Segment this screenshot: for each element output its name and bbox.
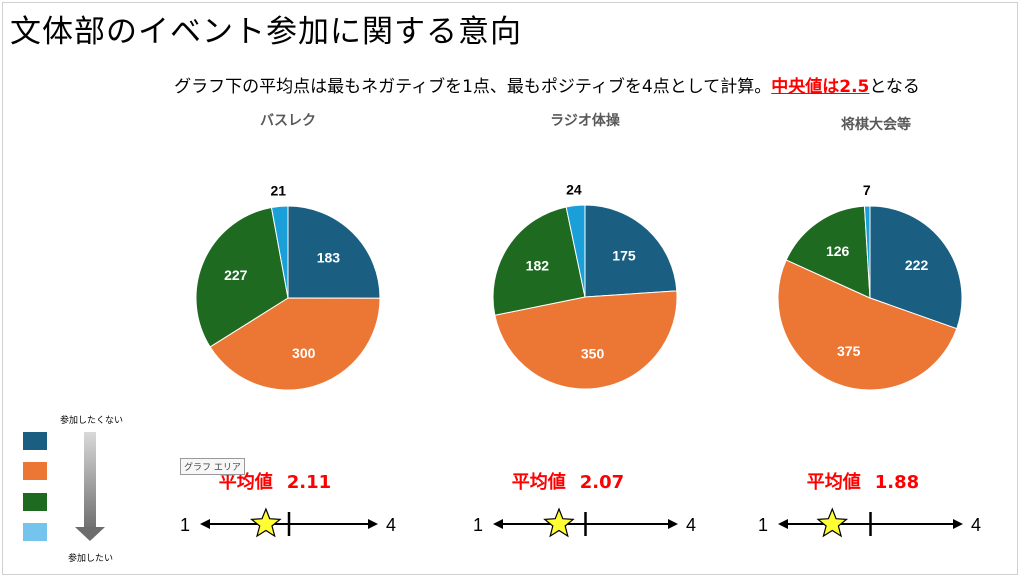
average-label-1: 平均値	[218, 472, 273, 493]
pie-1-slice-2	[209, 297, 381, 391]
pie-2-slice-2	[494, 290, 678, 390]
subtitle-highlight: 中央値は2.5	[771, 77, 870, 97]
chart-area-tooltip: グラフ エリア	[180, 458, 245, 475]
legend-swatch-3	[23, 493, 47, 511]
scale-1-left-arrow-icon	[200, 519, 210, 529]
legend-bottom-label: 参加したい	[68, 554, 114, 564]
pie-3-slice-4	[863, 205, 871, 299]
scale-2-max-label: 4	[686, 515, 696, 535]
average-label-2: 平均値	[511, 472, 566, 493]
chart-title-1: バスレク	[260, 113, 316, 129]
chart-title-3: 将棋大会等	[841, 117, 911, 133]
legend-arrow-shaft	[84, 432, 96, 528]
scale-2-right-arrow-icon	[668, 519, 678, 529]
average-3: 平均値 1.88	[783, 468, 943, 494]
average-2: 平均値 2.07	[488, 468, 648, 494]
scale-2-average-star-icon	[543, 507, 575, 538]
average-value-2: 2.07	[579, 472, 625, 493]
scale-3-right-arrow-icon	[953, 519, 963, 529]
average-1: 平均値 2.11	[195, 468, 355, 494]
scale-1-min-label: 1	[180, 515, 190, 535]
legend-swatch-1	[23, 432, 47, 450]
pie-2-data-label-4: 24	[566, 182, 582, 198]
pie-2-slice-1	[584, 204, 678, 298]
average-value-1: 2.11	[286, 472, 332, 493]
scale-1-max-label: 4	[386, 515, 396, 535]
scale-1-right-arrow-icon	[368, 519, 378, 529]
pie-3-data-label-1: 222	[905, 257, 929, 273]
scale-1-average-star-icon	[250, 507, 282, 538]
pie-1-data-label-2: 300	[292, 345, 316, 361]
pie-1-data-label-3: 227	[224, 267, 248, 283]
scale-3-left-arrow-icon	[778, 519, 788, 529]
pie-3-data-label-4: 7	[863, 182, 871, 198]
subtitle-text: グラフ下の平均点は最もネガティブを1点、最もポジティブを4点として計算。	[174, 77, 772, 97]
scale-3-max-label: 4	[971, 515, 981, 535]
scale-2-min-label: 1	[473, 515, 483, 535]
legend-top-label: 参加したくない	[60, 416, 124, 426]
pie-3-slice-1	[869, 205, 963, 330]
pie-3-data-label-3: 126	[826, 243, 850, 259]
chart-title-2: ラジオ体操	[550, 113, 620, 129]
legend-arrow-down-icon	[75, 527, 105, 541]
average-value-3: 1.88	[874, 472, 920, 493]
subtitle: グラフ下の平均点は最もネガティブを1点、最もポジティブを4点として計算。中央値は…	[0, 72, 1024, 97]
pie-1-data-label-4: 21	[270, 182, 286, 198]
legend-swatch-4	[23, 523, 47, 541]
scale-3-average-star-icon	[816, 507, 849, 538]
pie-1-data-label-1: 183	[317, 250, 341, 266]
legend-swatch-2	[23, 462, 47, 480]
pie-2-data-label-2: 350	[581, 346, 605, 362]
average-label-3: 平均値	[806, 472, 861, 493]
page-title: 文体部のイベント参加に関する意向	[10, 14, 522, 50]
pie-2-data-label-1: 175	[612, 247, 636, 263]
pie-1-slice-4	[270, 205, 289, 299]
scale-3-min-label: 1	[758, 515, 768, 535]
pie-2-slice-3	[492, 206, 586, 316]
pie-3-slice-3	[785, 205, 871, 299]
pie-3-slice-2	[777, 259, 958, 391]
pie-2-slice-4	[565, 204, 586, 298]
scale-2-left-arrow-icon	[493, 519, 503, 529]
pie-3-data-label-2: 375	[837, 343, 861, 359]
pie-1-slice-3	[195, 206, 289, 348]
subtitle-suffix: となる	[869, 77, 920, 97]
pie-2-data-label-3: 182	[526, 258, 550, 274]
pie-1-slice-1	[287, 205, 381, 299]
